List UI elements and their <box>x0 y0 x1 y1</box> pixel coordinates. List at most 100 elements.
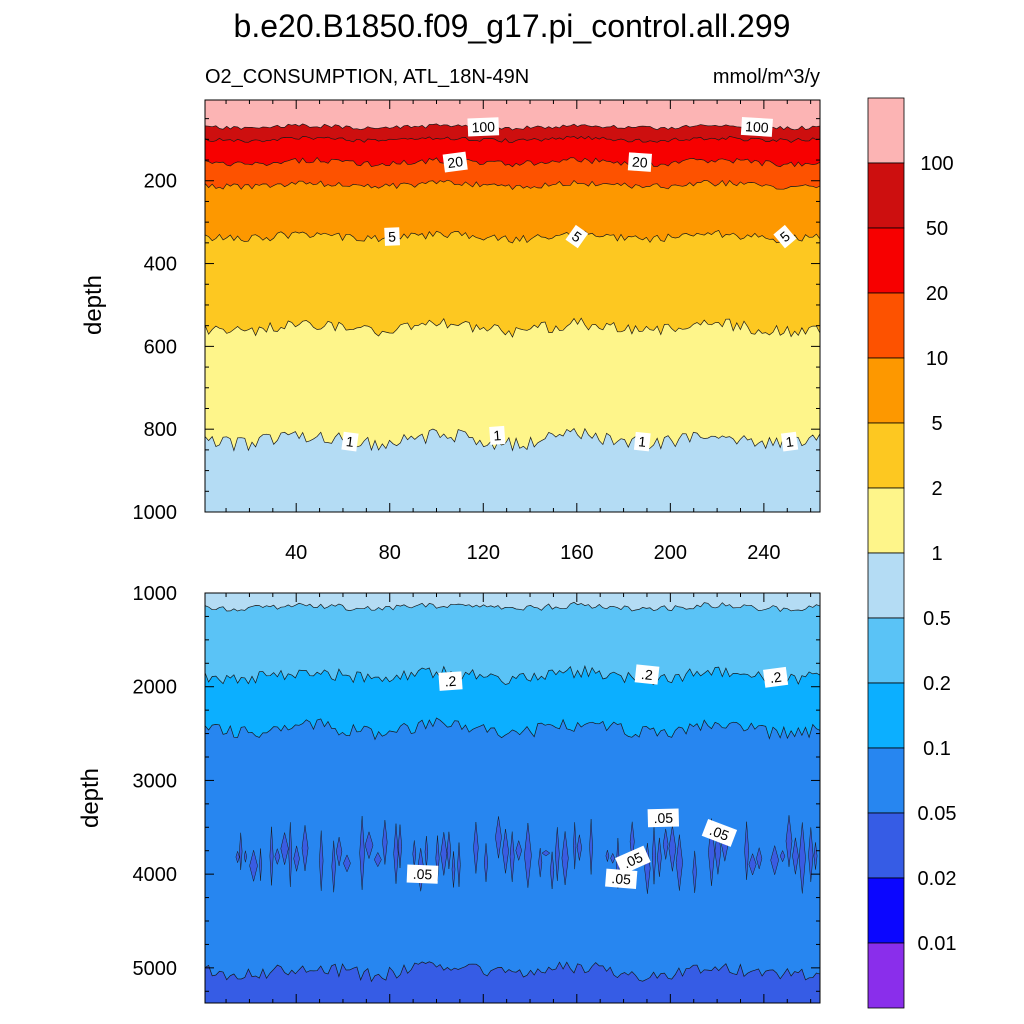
deep-band-spike <box>331 840 336 893</box>
contour-line-50 <box>205 135 820 143</box>
deep-band-spike <box>561 831 569 886</box>
deep-band-spike <box>808 827 814 883</box>
contour-label-box <box>615 845 651 875</box>
colorbar-swatch <box>867 487 905 554</box>
contour-label: .05 <box>701 818 738 847</box>
colorbar-swatch <box>867 422 905 489</box>
units-subtitle: mmol/m^3/y <box>713 66 820 88</box>
deep-band-spike <box>502 829 509 874</box>
contour-fill-below-0.05 <box>205 961 820 1003</box>
tick-marks <box>205 100 820 513</box>
contour-label-text: .05 <box>707 822 731 844</box>
contour-label-box <box>565 224 589 249</box>
deep-band-spike <box>259 848 262 881</box>
deep-band-spike <box>652 827 656 885</box>
deep-band-spike <box>744 821 749 880</box>
deep-band-spike <box>573 822 577 870</box>
contour-line-5 <box>205 229 820 244</box>
deep-band-spike <box>235 850 240 864</box>
deep-band-spike <box>473 821 479 874</box>
contour-label-box <box>763 666 789 688</box>
deep-band-spike <box>555 827 560 881</box>
colorbar-label: 50 <box>926 218 948 240</box>
contour-line-0.5 <box>205 601 820 613</box>
contour-label: 1 <box>489 425 506 445</box>
deep-band-spike <box>336 837 343 866</box>
contour-line-0.05 <box>205 961 820 983</box>
lower-panel: 10002000300040005000.2.2.2.05.05.05.05.0… <box>133 583 821 1004</box>
y-tick-label: 4000 <box>133 864 178 886</box>
contour-label-text: 1 <box>638 433 648 450</box>
deep-band-spike <box>239 832 243 871</box>
deep-band-spike <box>424 836 429 868</box>
contour-label-box <box>406 864 439 884</box>
deep-band-spike <box>382 820 388 865</box>
contour-line-100 <box>205 123 820 131</box>
contour-label-text: .05 <box>653 810 673 827</box>
deep-band-spike <box>288 822 293 887</box>
y-tick-label: 800 <box>144 419 177 441</box>
deep-band-spike <box>662 828 669 860</box>
deep-band-spike <box>440 832 448 876</box>
colorbar-label: 2 <box>931 478 942 500</box>
contour-label-box <box>701 818 738 847</box>
deep-band-spike <box>515 839 522 862</box>
contour-label-text: 20 <box>632 154 649 171</box>
chart-title: b.e20.B1850.f09_g17.pi_control.all.299 <box>234 8 791 44</box>
contour-label-box <box>605 868 638 889</box>
colorbar-swatch <box>867 942 905 1009</box>
plot-frame <box>204 592 821 1004</box>
upper-depth-axis-title: depth <box>80 275 107 335</box>
x-tick-label: 240 <box>747 542 780 564</box>
colorbar-label: 20 <box>926 283 948 305</box>
y-tick-label: 5000 <box>133 958 178 980</box>
deep-band-spike <box>541 850 551 857</box>
deep-band-spike <box>393 823 399 884</box>
contour-label: 1 <box>633 431 651 452</box>
deep-band-spike <box>243 850 247 863</box>
colorbar-label: 0.2 <box>923 673 951 695</box>
contour-line-10 <box>205 179 820 191</box>
deep-band-spike <box>770 844 779 876</box>
contour-label-box <box>634 664 660 685</box>
deep-band-spike <box>779 849 786 863</box>
colorbar-label: 100 <box>920 153 953 175</box>
y-tick-label: 600 <box>144 336 177 358</box>
y-tick-label: 1000 <box>133 502 178 524</box>
contour-label-text: 1 <box>345 433 355 450</box>
contour-label-text: .05 <box>611 870 632 887</box>
deep-band-spike <box>374 851 382 868</box>
deep-band-spike <box>293 845 300 872</box>
deep-band-spike <box>509 831 515 883</box>
contour-label: .2 <box>763 666 789 688</box>
deep-band-spike <box>792 837 799 875</box>
colorbar-label: 0.05 <box>918 803 957 825</box>
contour-label-text: 5 <box>388 228 397 244</box>
deep-band-spike <box>398 824 402 869</box>
deep-band-spike <box>451 851 456 888</box>
lower-depth-axis-title: depth <box>77 768 104 828</box>
contour-label: 5 <box>773 224 797 249</box>
contour-label-text: .2 <box>769 669 783 686</box>
colorbar-swatch <box>867 552 905 619</box>
x-tick-label: 160 <box>560 542 593 564</box>
colorbar: 100 50 20 10 5 2 1 0.5 0.2 0.1 0.05 0.02 0.01 <box>867 97 957 1009</box>
colorbar-swatch <box>867 682 905 749</box>
contour-line-1 <box>205 427 820 452</box>
deep-band-spike <box>675 834 683 891</box>
x-tick-label: 40 <box>285 542 307 564</box>
contour-label-box <box>442 151 468 173</box>
deep-band-spike <box>550 851 555 890</box>
tick-marks <box>205 592 820 1003</box>
colorbar-swatch <box>867 747 905 814</box>
x-tick-label: 80 <box>379 542 401 564</box>
contour-line-20 <box>205 156 820 168</box>
deep-band-spike <box>274 847 281 866</box>
contour-line-0.1 <box>205 717 820 741</box>
deep-band-spike <box>301 825 309 871</box>
deep-band-spike <box>484 843 488 882</box>
upper-panel: 200 400 600 800 1000 100 100 20 20 5 5 5 1 1 1 1 40 80 120… <box>133 99 821 564</box>
contour-label-box <box>341 431 359 452</box>
contour-label-box <box>773 224 797 249</box>
